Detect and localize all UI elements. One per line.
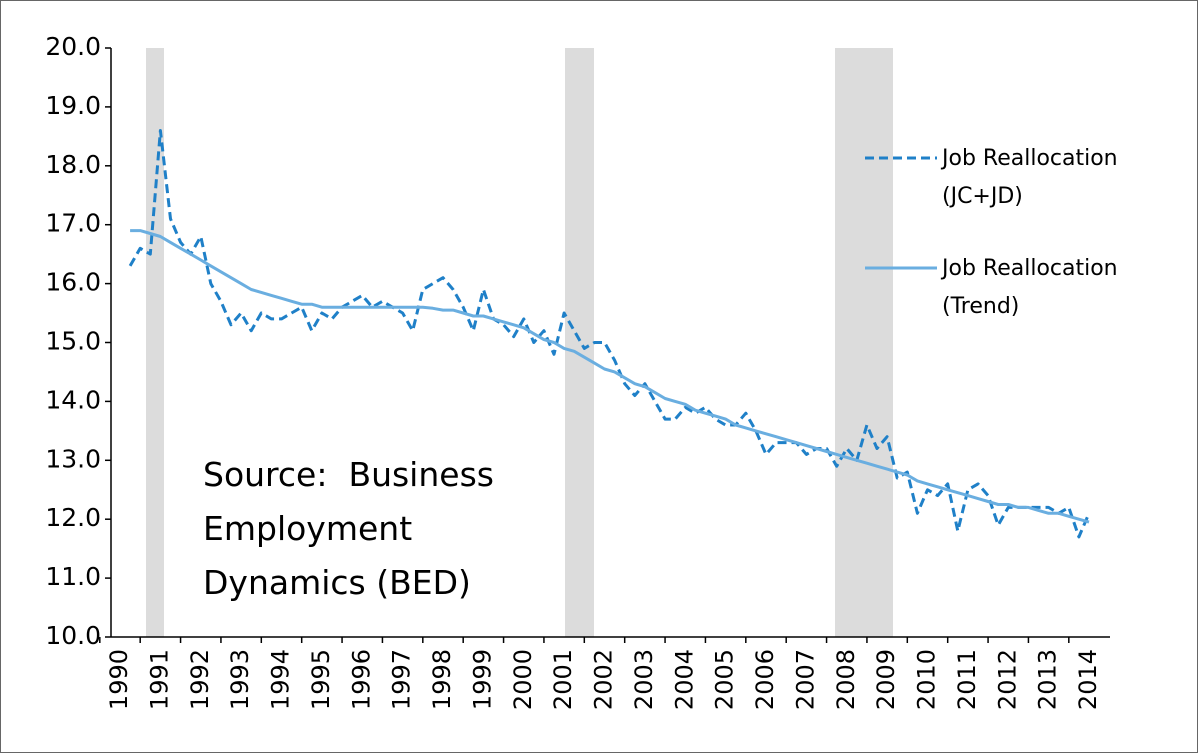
x-tick-label: 1998: [428, 649, 456, 710]
x-tick-label: 1995: [307, 649, 335, 710]
x-tick-label: 2012: [993, 649, 1021, 710]
x-tick-label: 2003: [630, 649, 658, 710]
y-tick-label: 13.0: [45, 444, 101, 473]
x-tick-label: 1996: [347, 649, 375, 710]
x-tick-label: 2010: [913, 649, 941, 710]
y-tick-label: 20.0: [45, 32, 101, 61]
y-tick-label: 17.0: [45, 209, 101, 238]
x-tick-label: 1991: [145, 649, 173, 710]
y-tick-label: 15.0: [45, 327, 101, 356]
x-tick-label: 2007: [791, 649, 819, 710]
x-tick-label: 1992: [186, 649, 214, 710]
x-tick-label: 1999: [468, 649, 496, 710]
x-tick-label: 1997: [388, 649, 416, 710]
y-tick-label: 16.0: [45, 268, 101, 297]
x-tick-label: 2009: [872, 649, 900, 710]
x-tick-label: 1993: [226, 649, 254, 710]
y-tick-label: 14.0: [45, 385, 101, 414]
recession-band: [146, 48, 164, 637]
x-tick-label: 2006: [751, 649, 779, 710]
y-tick-label: 18.0: [45, 150, 101, 179]
x-tick-label: 2008: [832, 649, 860, 710]
y-tick-label: 19.0: [45, 91, 101, 120]
series-line: [128, 129, 1091, 539]
y-tick-label: 12.0: [45, 503, 101, 532]
x-tick-label: 2011: [953, 649, 981, 710]
x-tick-label: 2014: [1074, 649, 1102, 710]
y-tick-label: 10.0: [45, 621, 101, 650]
annotation: Source: Business Employment Dynamics (BE…: [203, 455, 505, 602]
recession-band: [835, 48, 893, 637]
x-tick-label: 1994: [267, 649, 295, 710]
x-tick-label: 2005: [711, 649, 739, 710]
y-tick-label: 11.0: [45, 562, 101, 591]
recession-band: [565, 48, 594, 637]
x-tick-label: 2004: [670, 649, 698, 710]
x-tick-label: 2000: [509, 649, 537, 710]
series-line: [130, 229, 1090, 524]
legend-label: Job Reallocation (JC+JD): [942, 146, 1118, 209]
x-tick-label: 2001: [549, 649, 577, 710]
x-tick-label: 2002: [590, 649, 618, 710]
x-tick-label: 2013: [1034, 649, 1062, 710]
legend-label: Job Reallocation (Trend): [942, 256, 1118, 319]
x-tick-label: 1990: [105, 649, 133, 710]
